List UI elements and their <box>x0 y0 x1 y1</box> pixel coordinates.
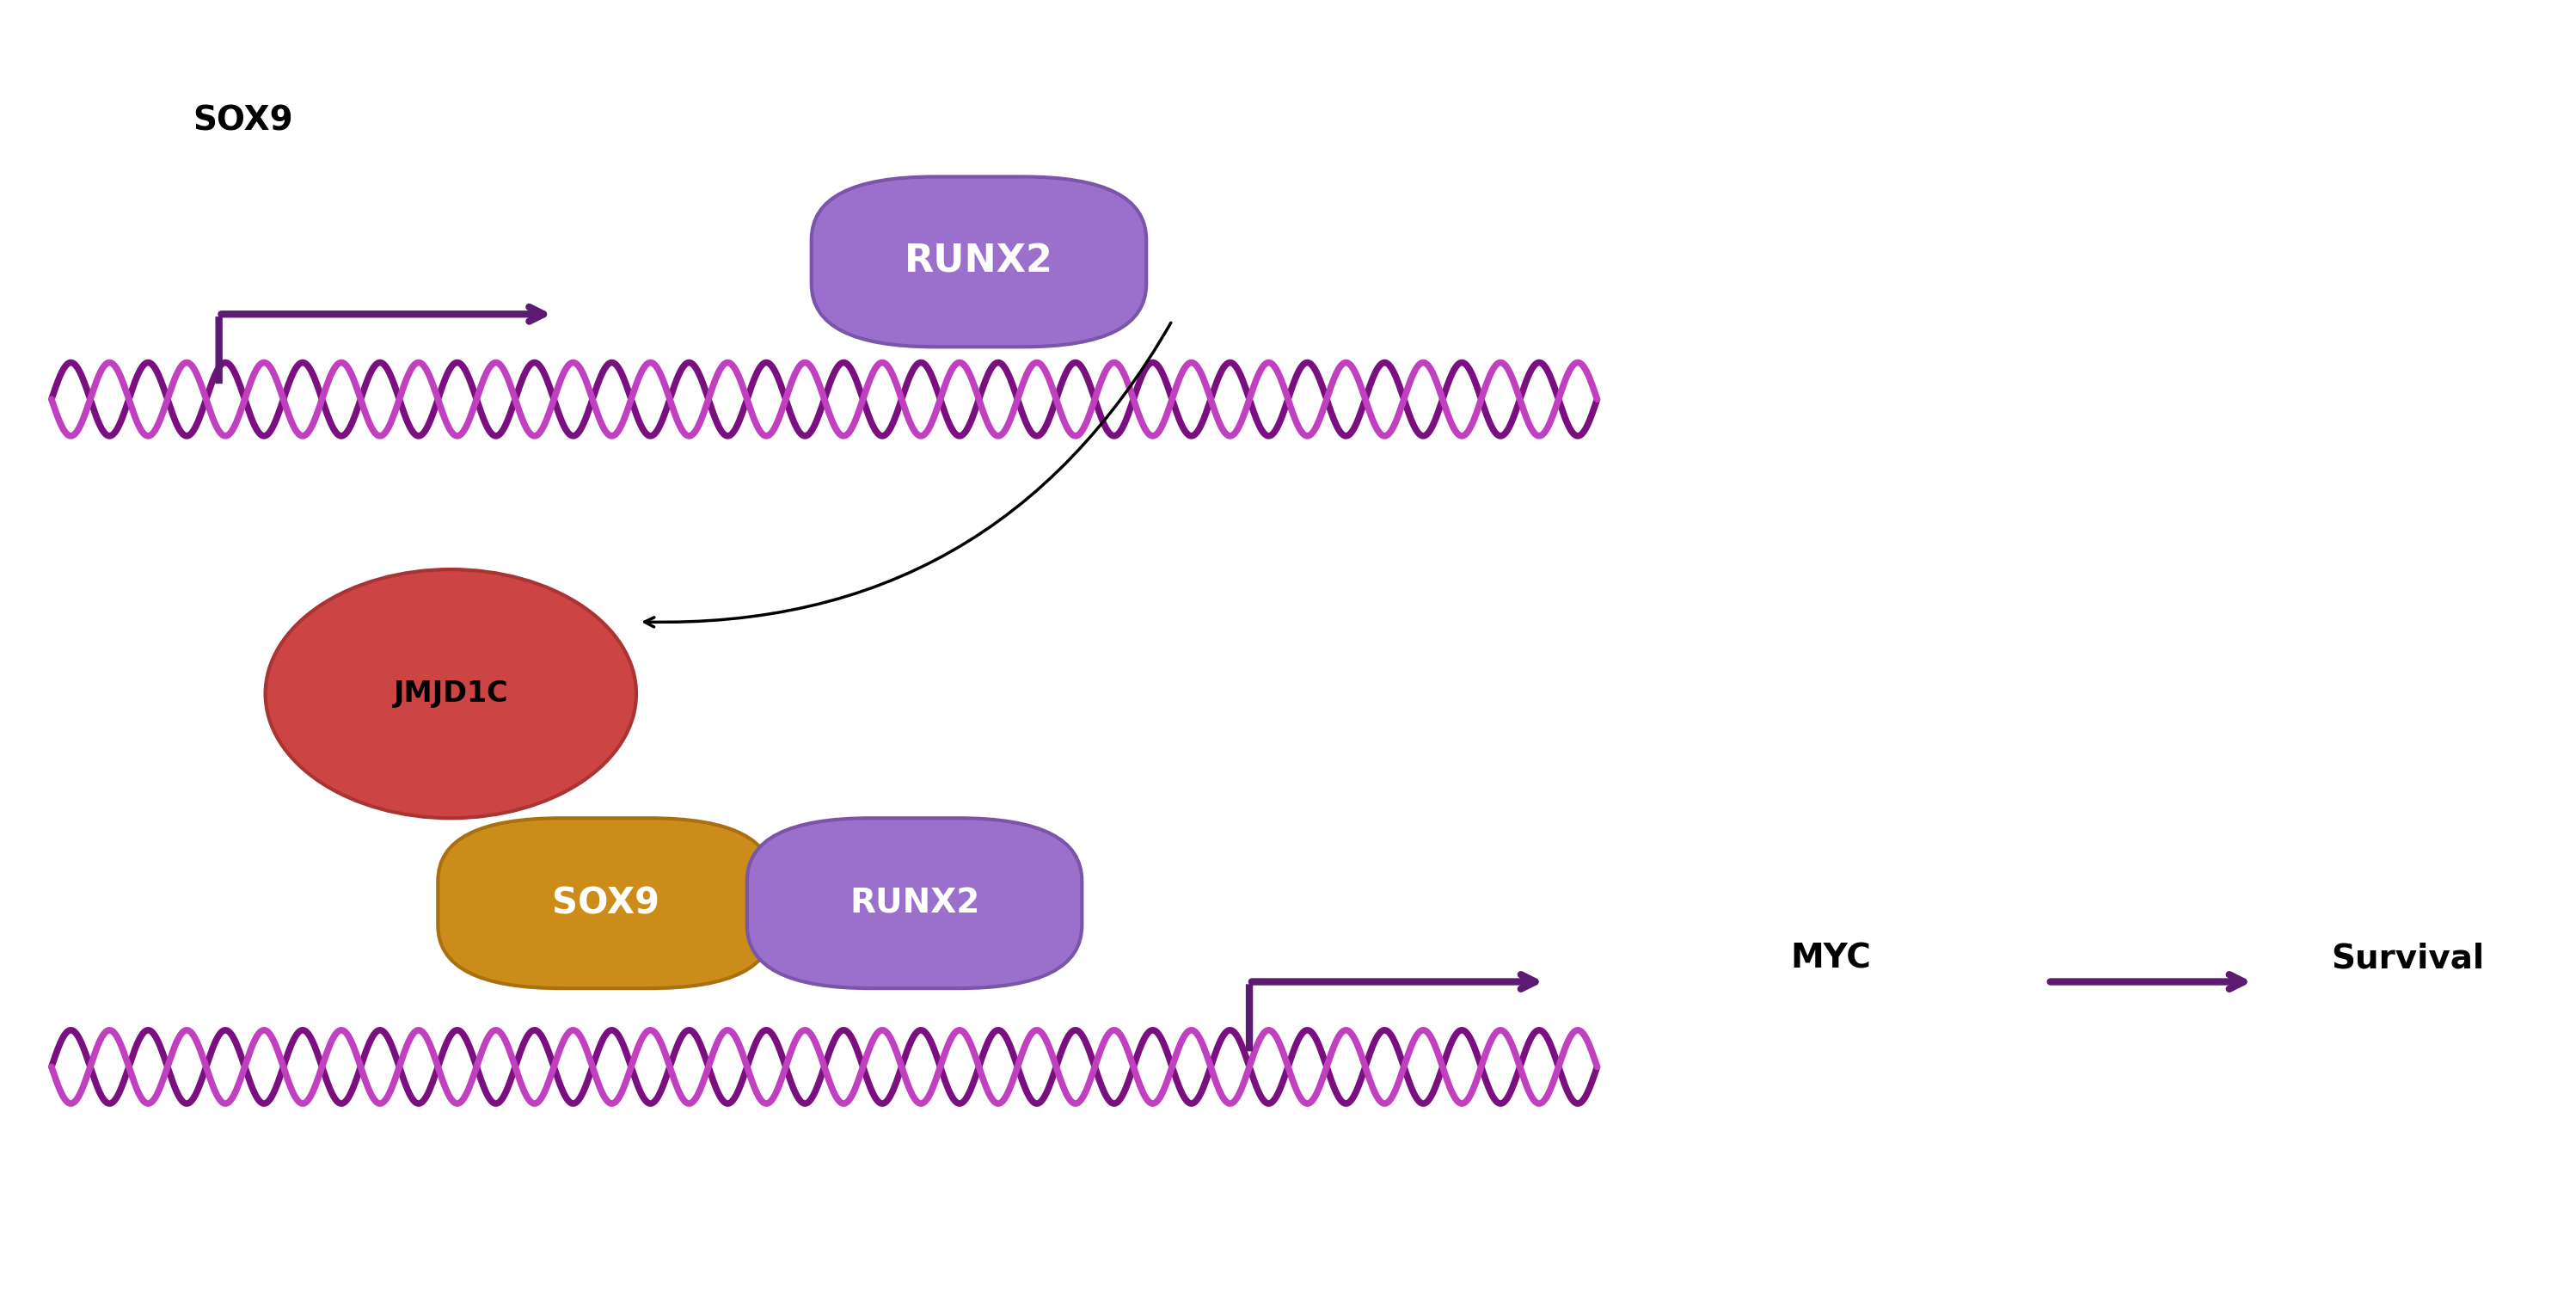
Text: RUNX2: RUNX2 <box>850 888 979 919</box>
FancyBboxPatch shape <box>438 818 773 988</box>
Text: Survival: Survival <box>2331 942 2483 975</box>
Text: SOX9: SOX9 <box>551 885 659 922</box>
Text: SOX9: SOX9 <box>193 105 294 137</box>
FancyBboxPatch shape <box>747 818 1082 988</box>
Ellipse shape <box>265 569 636 818</box>
Text: RUNX2: RUNX2 <box>904 243 1054 280</box>
Text: JMJD1C: JMJD1C <box>394 679 507 708</box>
FancyBboxPatch shape <box>811 177 1146 347</box>
Text: MYC: MYC <box>1790 942 1870 975</box>
